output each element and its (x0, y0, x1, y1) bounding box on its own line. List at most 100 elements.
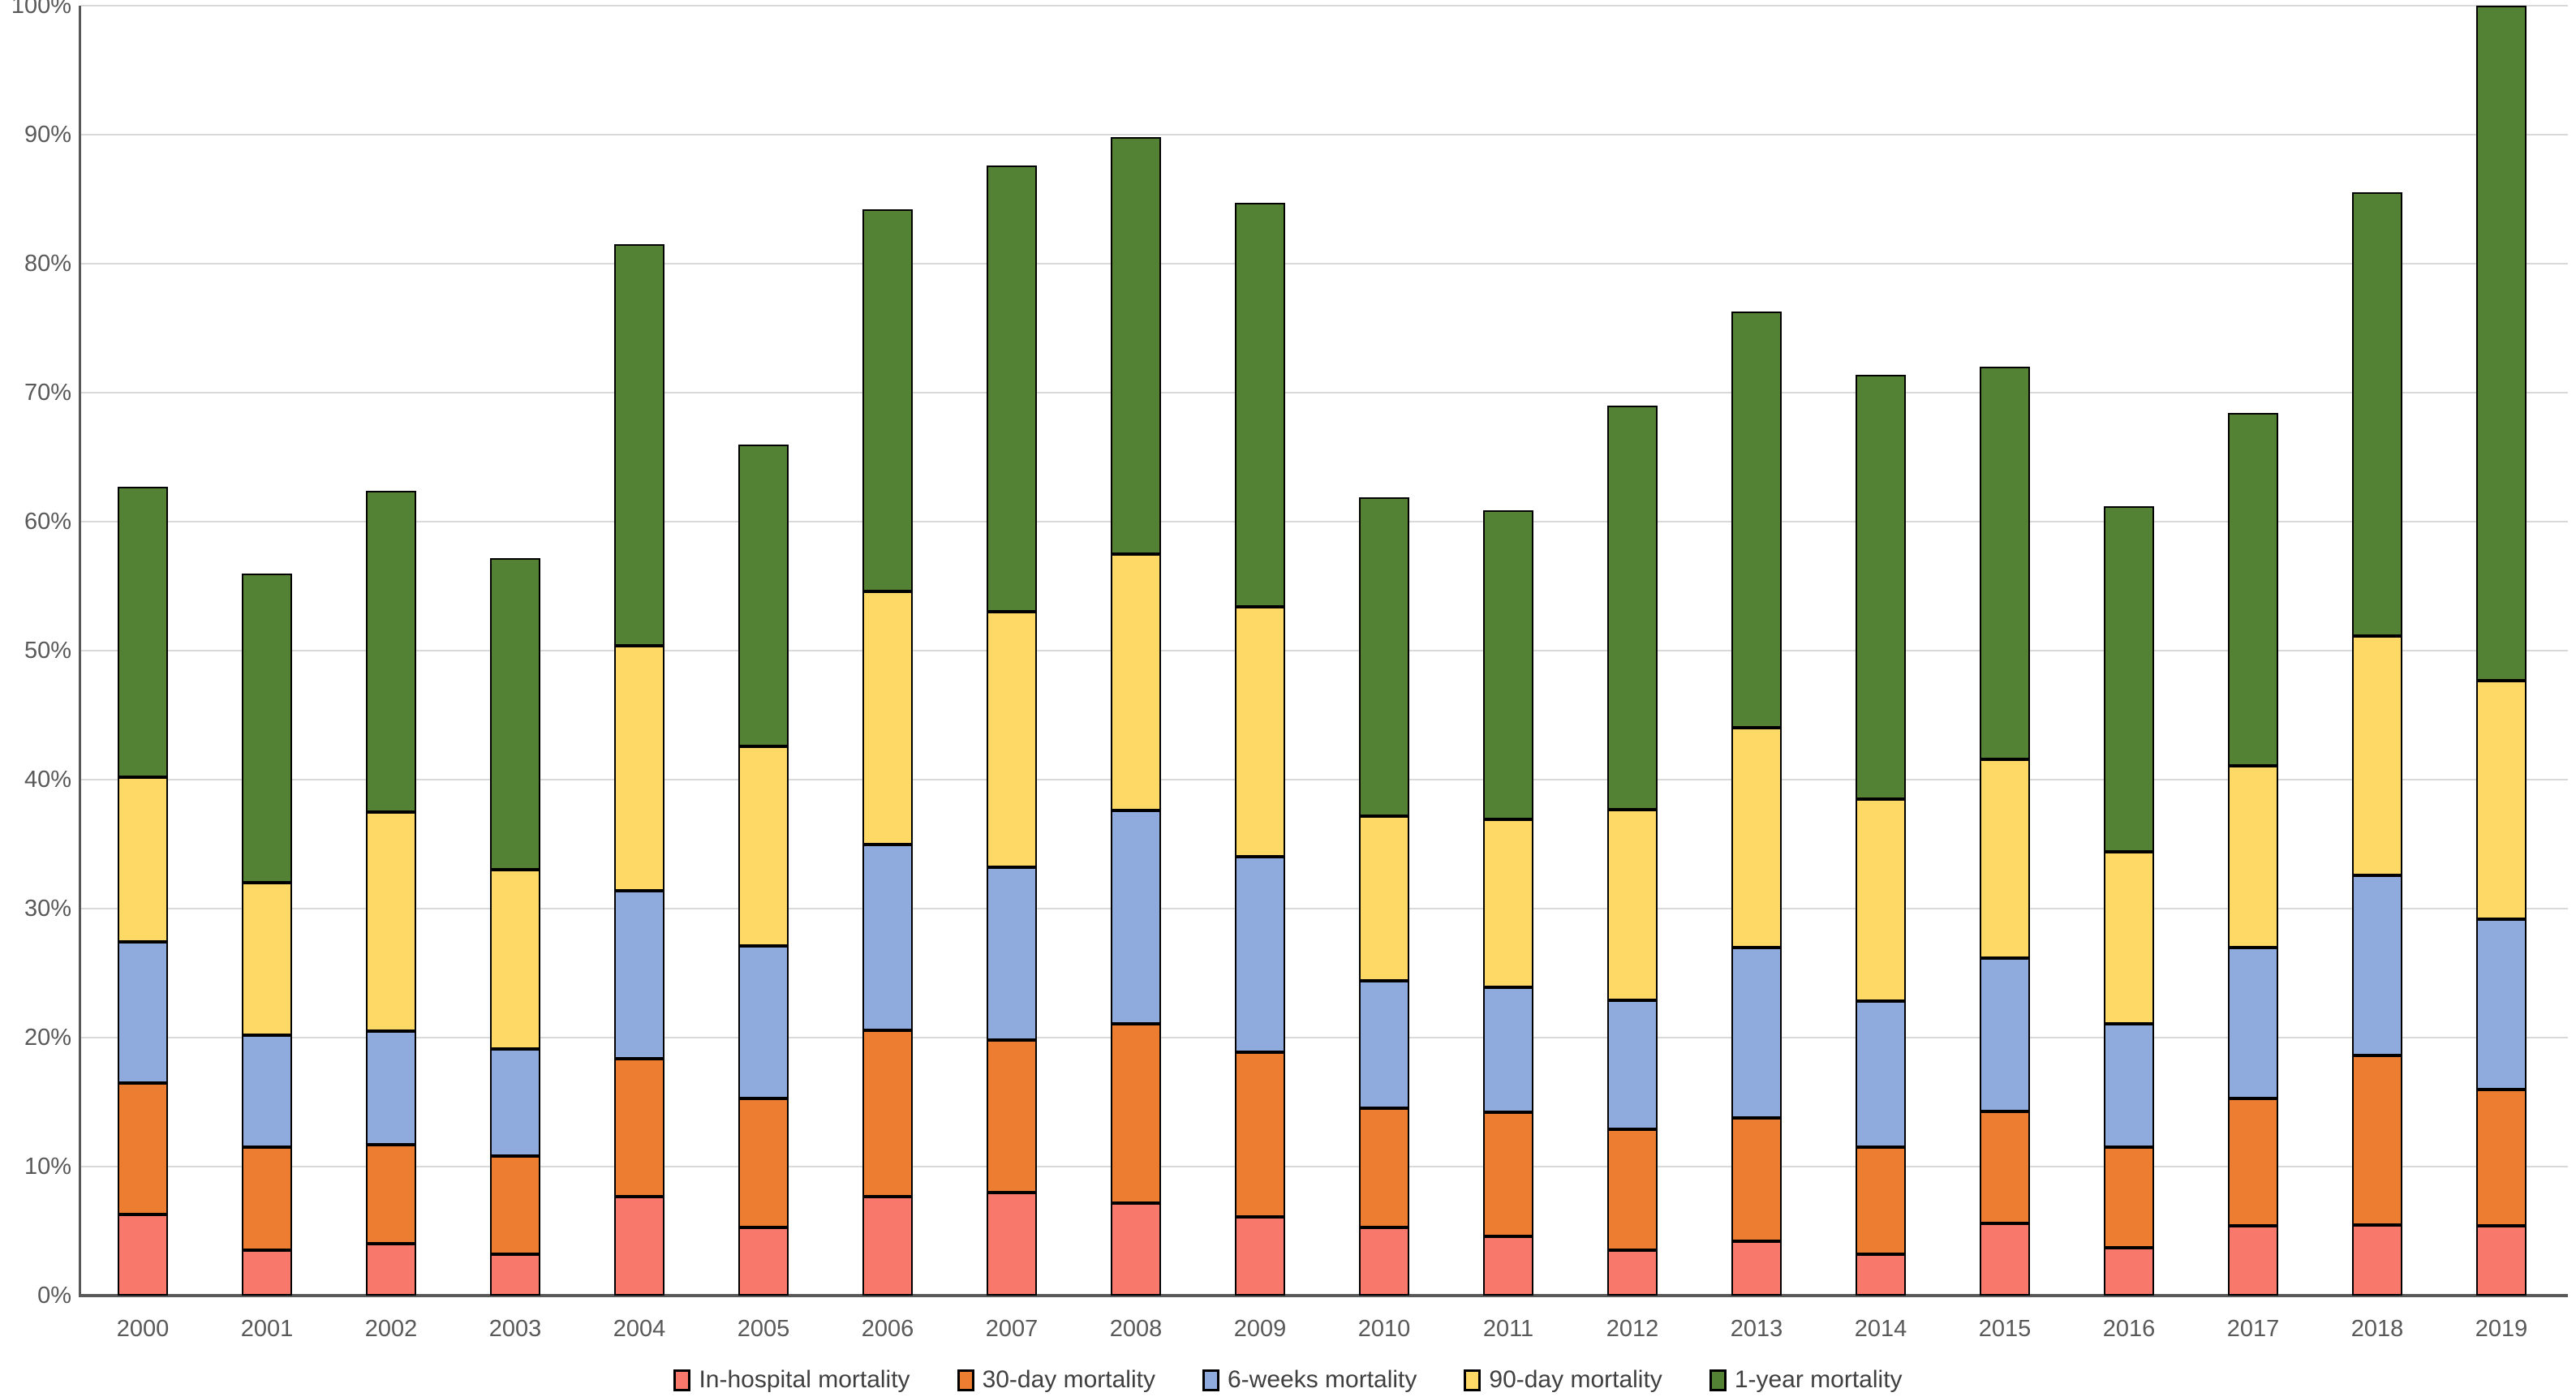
legend-label: 6-weeks mortality (1227, 1366, 1417, 1393)
segment-2014-30-day-mortality (1856, 1147, 1906, 1255)
x-tick-label-2007: 2007 (985, 1316, 1039, 1342)
segment-2008-30-day-mortality (1111, 1023, 1161, 1203)
y-tick-label-60%: 60% (24, 509, 71, 535)
y-tick-label-70%: 70% (24, 380, 71, 406)
legend-label: 1-year mortality (1734, 1366, 1903, 1393)
bar-2005 (738, 444, 789, 1296)
segment-2004-in-hospital-mortality (614, 1196, 664, 1296)
bar-2014 (1856, 374, 1906, 1296)
legend-item-6-weeks-mortality: 6-weeks mortality (1202, 1366, 1417, 1394)
segment-2014-6-weeks-mortality (1856, 1001, 1906, 1148)
segment-2003-1-year-mortality (490, 557, 540, 870)
segment-2004-90-day-mortality (614, 645, 664, 891)
bar-2002 (366, 490, 416, 1296)
gridline-40% (81, 779, 2568, 780)
bar-2015 (1980, 367, 2030, 1296)
segment-2011-30-day-mortality (1483, 1112, 1533, 1236)
y-tick-label-100%: 100% (11, 0, 71, 19)
segment-2007-30-day-mortality (987, 1040, 1037, 1193)
segment-2003-30-day-mortality (490, 1156, 540, 1255)
segment-2015-30-day-mortality (1980, 1111, 2030, 1223)
segment-2015-in-hospital-mortality (1980, 1223, 2030, 1296)
segment-2008-6-weeks-mortality (1111, 810, 1161, 1024)
segment-2017-1-year-mortality (2228, 413, 2278, 766)
segment-2013-6-weeks-mortality (1731, 947, 1782, 1118)
segment-2001-6-weeks-mortality (242, 1034, 292, 1148)
segment-2007-6-weeks-mortality (987, 867, 1037, 1041)
segment-2019-6-weeks-mortality (2476, 918, 2527, 1090)
y-tick-label-80%: 80% (24, 251, 71, 277)
segment-2001-in-hospital-mortality (242, 1250, 292, 1296)
gridline-90% (81, 134, 2568, 135)
x-tick-label-2013: 2013 (1730, 1316, 1783, 1342)
legend-swatch-icon (1464, 1369, 1482, 1391)
segment-2015-6-weeks-mortality (1980, 957, 2030, 1111)
x-tick-label-2008: 2008 (1109, 1316, 1163, 1342)
x-tick-label-2016: 2016 (2102, 1316, 2156, 1342)
segment-2011-90-day-mortality (1483, 819, 1533, 988)
x-tick-label-2010: 2010 (1357, 1316, 1411, 1342)
bar-2008 (1111, 137, 1161, 1296)
legend-item-30-day-mortality: 30-day mortality (957, 1366, 1155, 1394)
segment-2002-1-year-mortality (366, 490, 416, 812)
segment-2018-6-weeks-mortality (2352, 875, 2402, 1056)
segment-2003-6-weeks-mortality (490, 1049, 540, 1157)
segment-2013-1-year-mortality (1731, 311, 1782, 729)
legend-swatch-icon (673, 1369, 691, 1391)
bar-2019 (2476, 5, 2527, 1296)
bar-2007 (987, 165, 1037, 1296)
segment-2004-30-day-mortality (614, 1058, 664, 1197)
x-tick-label-2003: 2003 (488, 1316, 542, 1342)
x-tick-label-2005: 2005 (737, 1316, 790, 1342)
segment-2011-in-hospital-mortality (1483, 1236, 1533, 1296)
segment-2000-6-weeks-mortality (118, 942, 168, 1083)
x-tick-label-2009: 2009 (1233, 1316, 1287, 1342)
legend-label: 90-day mortality (1489, 1366, 1662, 1393)
segment-2006-6-weeks-mortality (862, 844, 913, 1030)
bar-2017 (2228, 413, 2278, 1296)
segment-2017-90-day-mortality (2228, 765, 2278, 948)
segment-2012-in-hospital-mortality (1607, 1250, 1658, 1296)
segment-2005-30-day-mortality (738, 1098, 789, 1227)
bar-2000 (118, 487, 168, 1296)
bar-2011 (1483, 509, 1533, 1296)
segment-2000-1-year-mortality (118, 487, 168, 777)
segment-2005-6-weeks-mortality (738, 946, 789, 1098)
segment-2009-1-year-mortality (1235, 203, 1285, 607)
segment-2016-in-hospital-mortality (2104, 1248, 2154, 1296)
x-tick-label-2014: 2014 (1854, 1316, 1907, 1342)
x-tick-label-2011: 2011 (1482, 1316, 1534, 1342)
segment-2019-90-day-mortality (2476, 680, 2527, 919)
bar-2006 (862, 209, 913, 1296)
segment-2014-1-year-mortality (1856, 374, 1906, 799)
bar-2004 (614, 244, 664, 1296)
plot-area (79, 5, 2568, 1297)
segment-2005-1-year-mortality (738, 444, 789, 746)
segment-2006-in-hospital-mortality (862, 1196, 913, 1296)
segment-2010-in-hospital-mortality (1359, 1227, 1409, 1296)
segment-2015-1-year-mortality (1980, 367, 2030, 759)
segment-2012-90-day-mortality (1607, 809, 1658, 1000)
segment-2004-1-year-mortality (614, 244, 664, 646)
segment-2016-90-day-mortality (2104, 852, 2154, 1024)
x-tick-label-2000: 2000 (116, 1316, 170, 1342)
legend-item-90-day-mortality: 90-day mortality (1464, 1366, 1662, 1394)
segment-2006-90-day-mortality (862, 591, 913, 845)
bar-2016 (2104, 506, 2154, 1296)
gridline-80% (81, 263, 2568, 264)
x-tick-label-2004: 2004 (613, 1316, 666, 1342)
segment-2010-1-year-mortality (1359, 496, 1409, 816)
y-tick-label-10%: 10% (24, 1154, 71, 1180)
segment-2000-90-day-mortality (118, 776, 168, 943)
segment-2013-30-day-mortality (1731, 1117, 1782, 1242)
segment-2007-90-day-mortality (987, 612, 1037, 868)
segment-2002-in-hospital-mortality (366, 1244, 416, 1296)
y-tick-label-30%: 30% (24, 896, 71, 922)
segment-2001-1-year-mortality (242, 573, 292, 883)
segment-2017-30-day-mortality (2228, 1098, 2278, 1227)
x-tick-label-2017: 2017 (2226, 1316, 2280, 1342)
gridline-70% (81, 392, 2568, 393)
segment-2019-30-day-mortality (2476, 1089, 2527, 1227)
legend-swatch-icon (957, 1369, 974, 1391)
